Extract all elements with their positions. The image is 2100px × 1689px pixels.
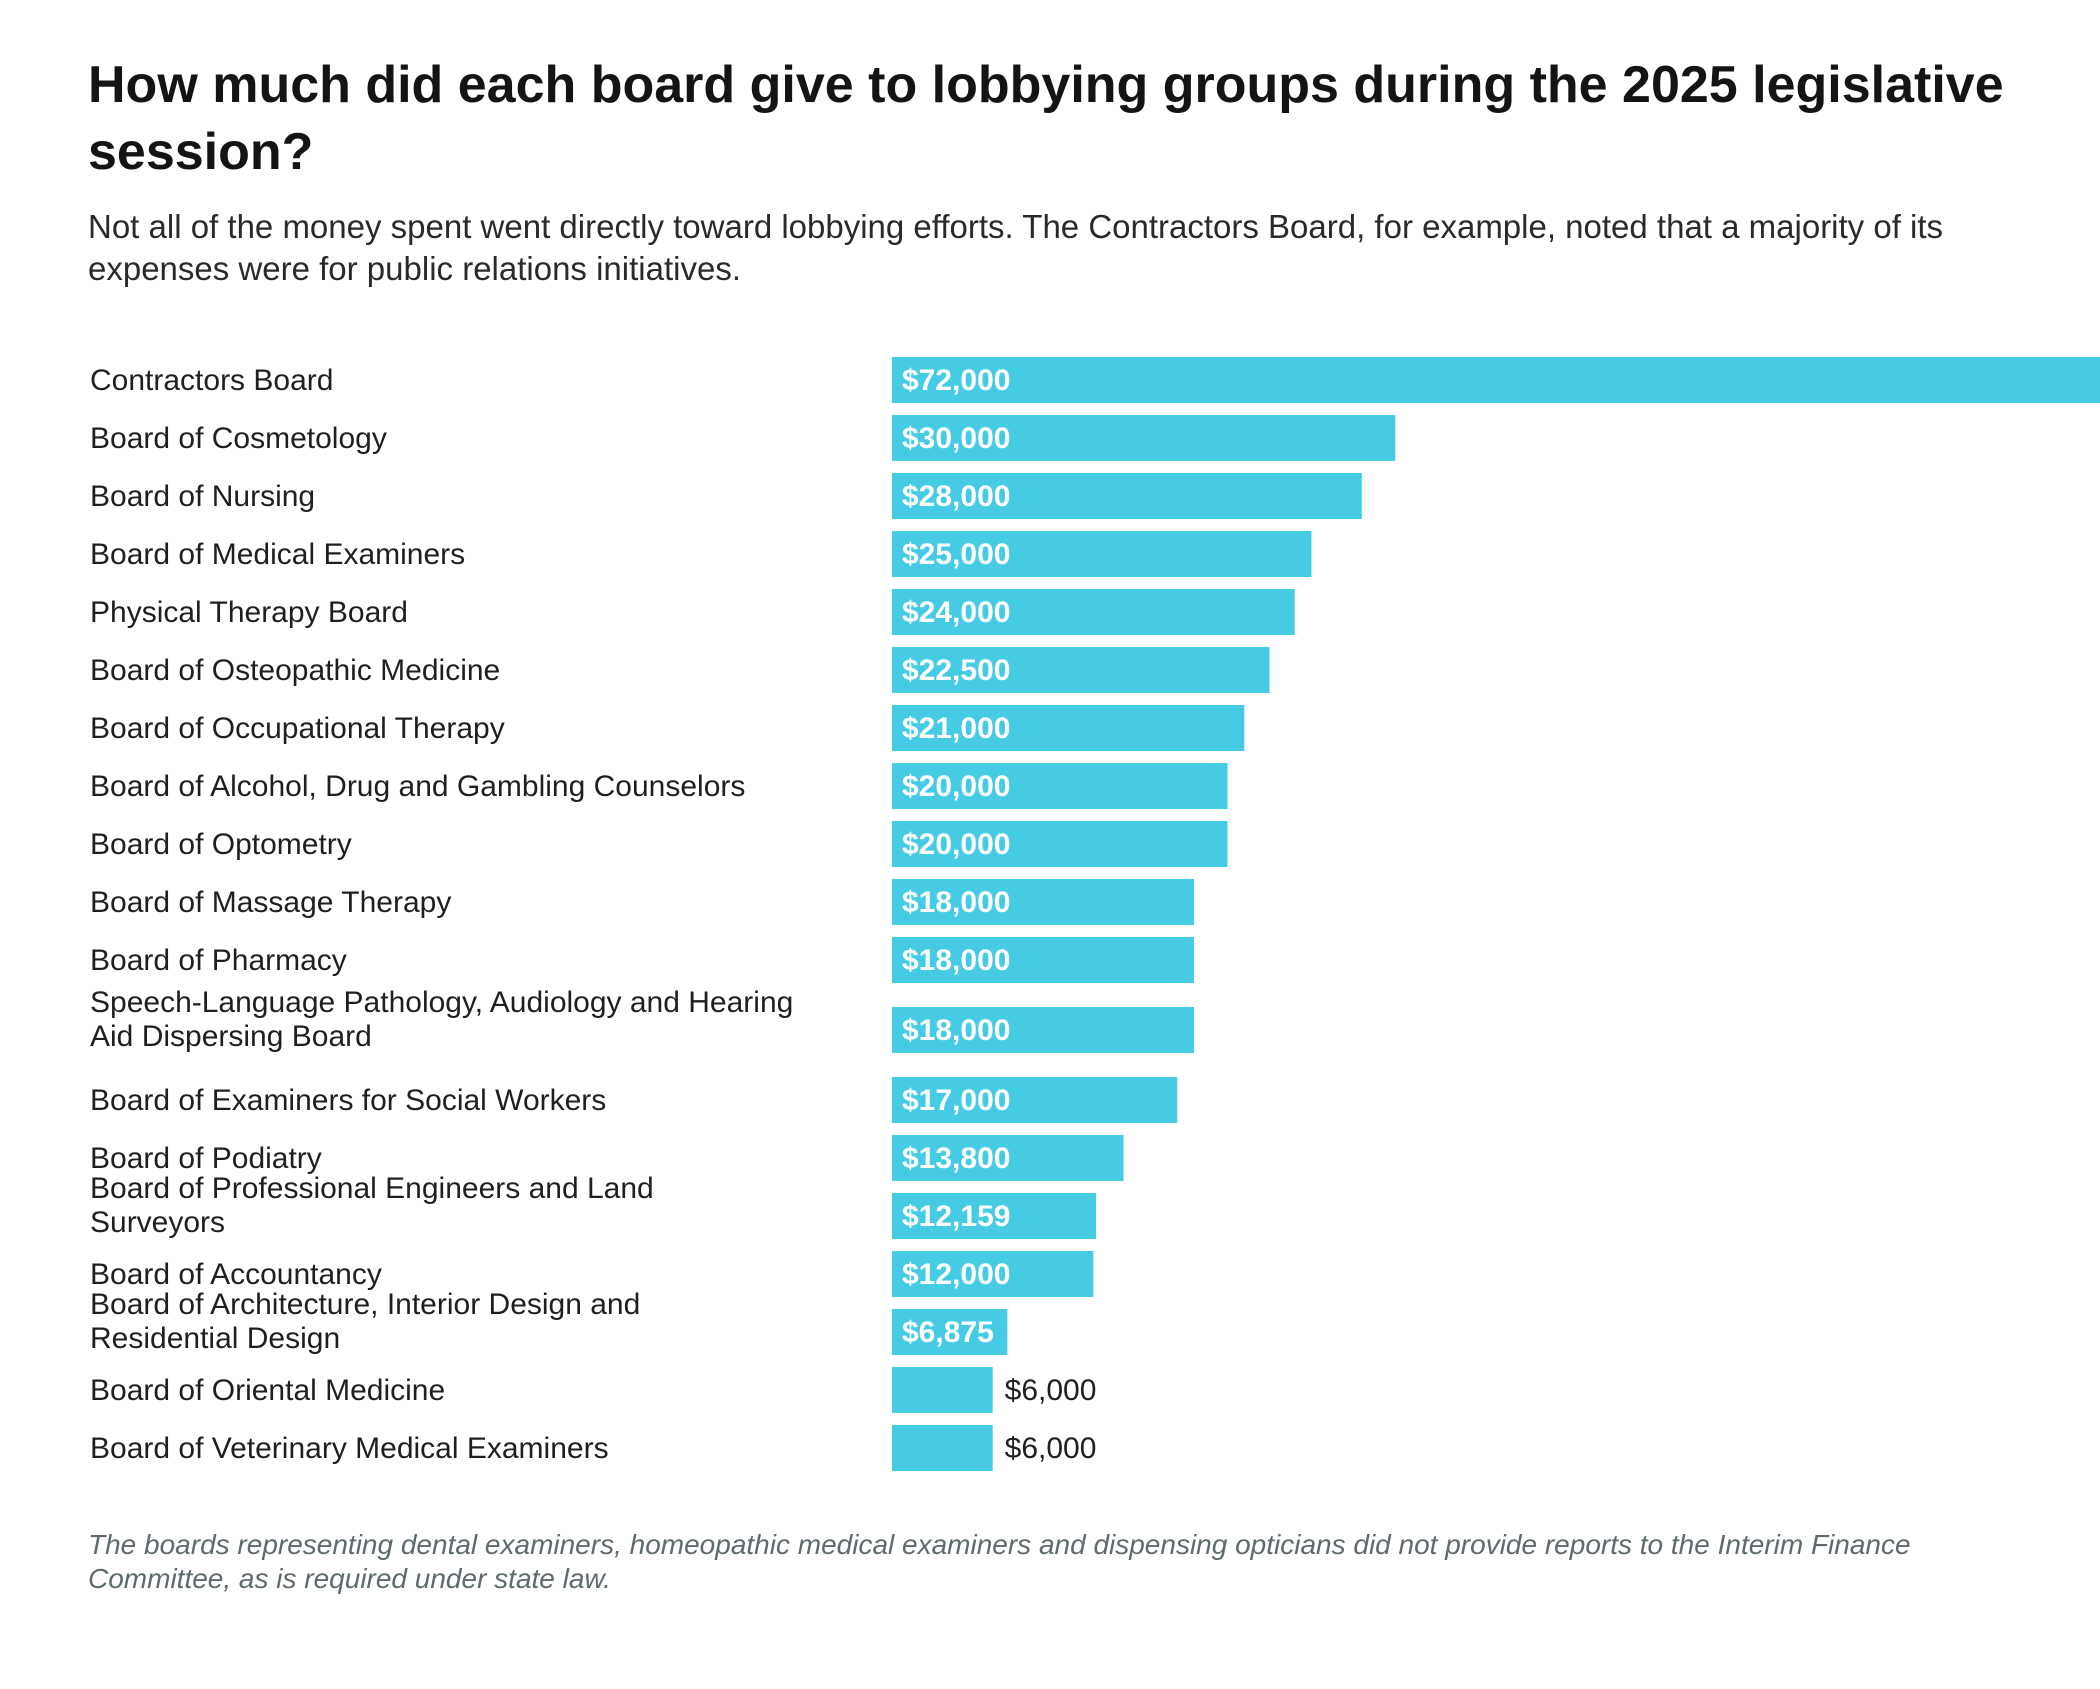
bar — [892, 1251, 1094, 1297]
value-label: $17,000 — [902, 1084, 1010, 1117]
category-label: Board of Cosmetology — [90, 422, 387, 455]
bar-row: Board of Cosmetology $30,000 — [90, 415, 1396, 461]
bar-chart: Contractors Board $72,000 Board of Cosmeto… — [90, 357, 2100, 1471]
chart-subtitle: Not all of the money spent went directly… — [88, 208, 1944, 287]
bar-row: Board of Osteopathic Medicine $22,500 — [90, 647, 1270, 693]
category-label: Board of Veterinary Medical Examiners — [90, 1432, 609, 1465]
value-label: $18,000 — [902, 886, 1010, 919]
value-label: $6,875 — [902, 1316, 994, 1349]
bar — [892, 1367, 993, 1413]
bar — [892, 415, 1396, 461]
category-label: Board of Medical Examiners — [90, 538, 465, 571]
bar-row: Board of Optometry $20,000 — [90, 821, 1228, 867]
category-label: Board of Alcohol, Drug and Gambling Coun… — [90, 770, 745, 803]
bar — [892, 357, 2100, 403]
value-label: $24,000 — [902, 596, 1010, 629]
bar — [892, 1007, 1194, 1053]
bar — [892, 647, 1270, 693]
value-label: $22,500 — [902, 654, 1010, 687]
bar-row: Board of Examiners for Social Workers $17… — [90, 1077, 1178, 1123]
bar — [892, 473, 1362, 519]
bar — [892, 531, 1312, 577]
category-label: Board of Architecture, Interior Design a… — [90, 1288, 640, 1355]
category-label: Board of Examiners for Social Workers — [90, 1084, 606, 1117]
category-label: Contractors Board — [90, 364, 333, 397]
bar-row: Board of Accountancy $12,000 — [90, 1251, 1094, 1297]
value-label: $6,000 — [1005, 1432, 1097, 1465]
value-label: $20,000 — [902, 828, 1010, 861]
category-label: Board of Massage Therapy — [90, 886, 451, 919]
bar-row: Board of Massage Therapy $18,000 — [90, 879, 1194, 925]
bar-row: Board of Pharmacy $18,000 — [90, 937, 1194, 983]
category-label: Physical Therapy Board — [90, 596, 408, 629]
value-label: $13,800 — [902, 1142, 1010, 1175]
bar — [892, 1077, 1178, 1123]
bar-row: Board of Medical Examiners $25,000 — [90, 531, 1312, 577]
bar-row: Board of Professional Engineers and Land… — [90, 1172, 1097, 1239]
bar-row: Board of Oriental Medicine $6,000 — [90, 1367, 1096, 1413]
bar-row: Board of Podiatry $13,800 — [90, 1135, 1124, 1181]
value-label: $12,159 — [902, 1200, 1010, 1233]
category-label: Board of Pharmacy — [90, 944, 347, 977]
value-label: $21,000 — [902, 712, 1010, 745]
bar-row: Contractors Board $72,000 — [90, 357, 2100, 403]
bar-row: Board of Alcohol, Drug and Gambling Coun… — [90, 763, 1228, 809]
bar — [892, 1193, 1097, 1239]
bar-row: Board of Veterinary Medical Examiners $6,… — [90, 1425, 1096, 1471]
category-label: Board of Podiatry — [90, 1142, 322, 1175]
bar — [892, 1309, 1008, 1355]
category-label: Board of Occupational Therapy — [90, 712, 505, 745]
value-label: $28,000 — [902, 480, 1010, 513]
category-label: Speech-Language Pathology, Audiology and… — [90, 986, 793, 1053]
bar — [892, 589, 1295, 635]
value-label: $18,000 — [902, 944, 1010, 977]
bar-row: Board of Occupational Therapy $21,000 — [90, 705, 1245, 751]
bar — [892, 821, 1228, 867]
bar — [892, 705, 1245, 751]
category-label: Board of Nursing — [90, 480, 315, 513]
bar-row: Board of Architecture, Interior Design a… — [90, 1288, 1008, 1355]
bar — [892, 1425, 993, 1471]
bar-row: Board of Nursing $28,000 — [90, 473, 1362, 519]
category-label: Board of Accountancy — [90, 1258, 382, 1291]
bar — [892, 937, 1194, 983]
category-label: Board of Osteopathic Medicine — [90, 654, 500, 687]
value-label: $72,000 — [902, 364, 1010, 397]
value-label: $30,000 — [902, 422, 1010, 455]
chart-title: How much did each board give to lobbying… — [88, 56, 2004, 181]
value-label: $18,000 — [902, 1014, 1010, 1047]
category-label: Board of Oriental Medicine — [90, 1374, 445, 1407]
bar — [892, 879, 1194, 925]
bar-row: Physical Therapy Board $24,000 — [90, 589, 1295, 635]
category-label: Board of Professional Engineers and Land… — [90, 1172, 654, 1239]
value-label: $20,000 — [902, 770, 1010, 803]
bar — [892, 763, 1228, 809]
bar — [892, 1135, 1124, 1181]
category-label: Board of Optometry — [90, 828, 352, 861]
bar-row: Speech-Language Pathology, Audiology and… — [90, 986, 1194, 1053]
value-label: $12,000 — [902, 1258, 1010, 1291]
chart-footnote: The boards representing dental examiners… — [88, 1529, 1911, 1594]
value-label: $25,000 — [902, 538, 1010, 571]
value-label: $6,000 — [1005, 1374, 1097, 1407]
